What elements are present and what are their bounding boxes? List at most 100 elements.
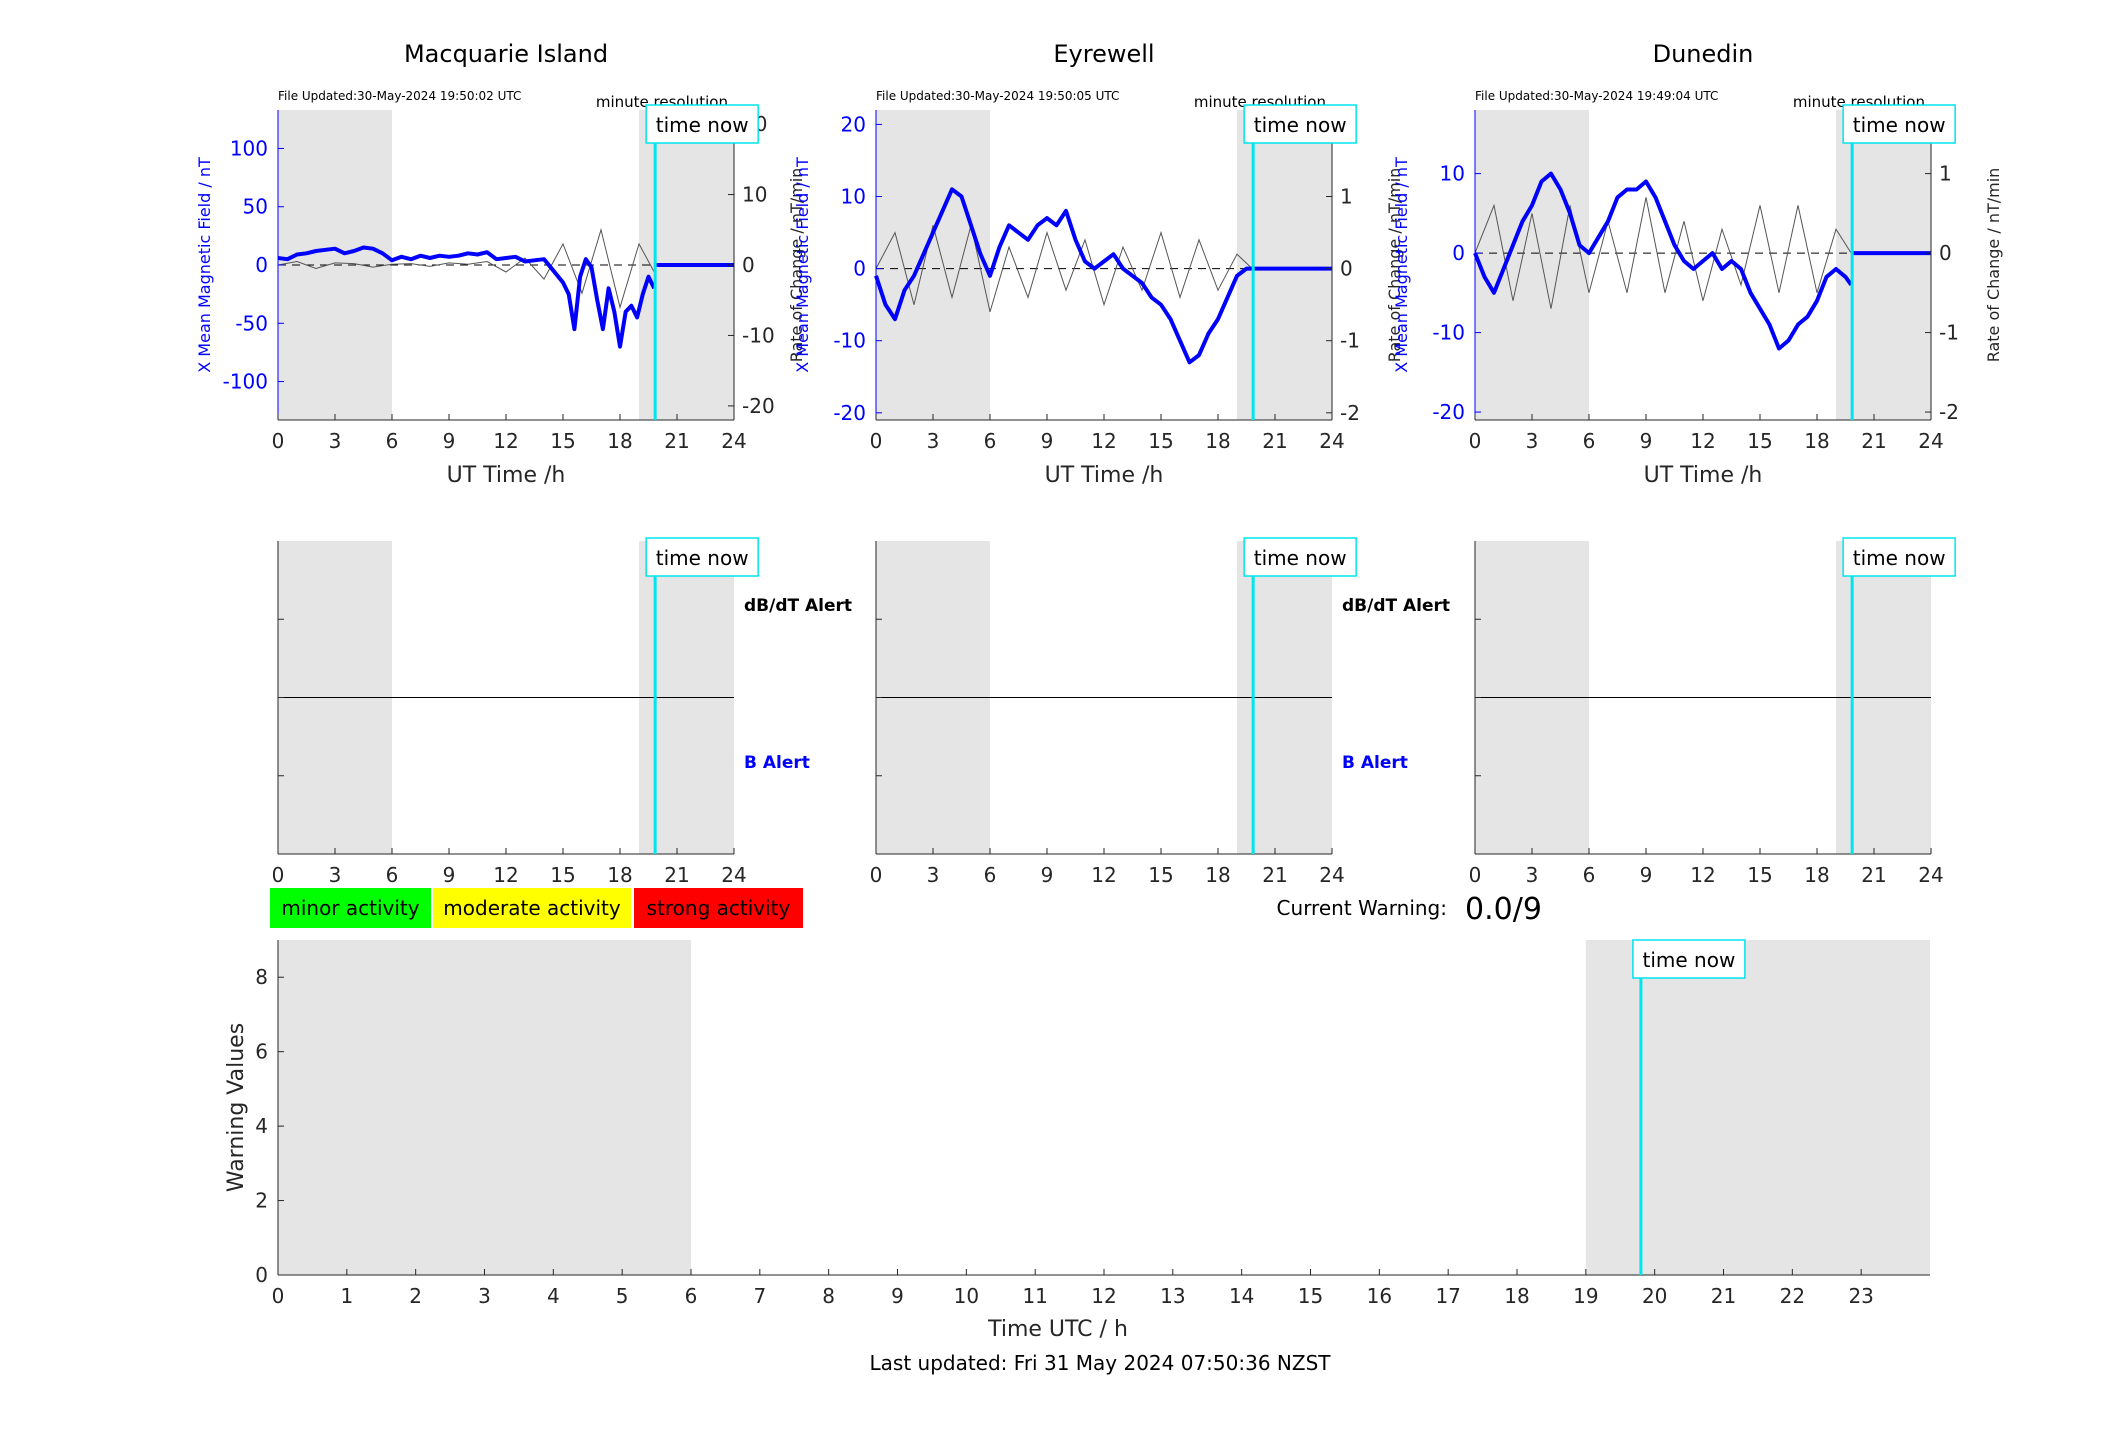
y-axis-title: Warning Values <box>224 1023 249 1192</box>
y-left-axis-title: X Mean Magnetic Field / nT <box>1392 157 1411 373</box>
x-tick-label: 3 <box>1526 863 1539 887</box>
x-tick-label: 23 <box>1848 1284 1873 1308</box>
x-tick-label: 12 <box>493 863 518 887</box>
y-right-tick-label: 1 <box>1340 185 1353 209</box>
y-tick-label: 0 <box>255 1263 268 1287</box>
y-left-tick-label: -20 <box>833 401 866 425</box>
y-right-axis-title: Rate of Change / nT/min <box>1984 168 2003 363</box>
x-tick-label: 21 <box>1262 863 1287 887</box>
x-tick-label: 9 <box>1640 863 1653 887</box>
station-title: Macquarie Island <box>404 40 608 68</box>
x-tick-label: 0 <box>272 1284 285 1308</box>
shaded-region <box>278 940 691 1275</box>
x-tick-label: 16 <box>1367 1284 1392 1308</box>
x-tick-label: 24 <box>721 429 746 453</box>
station-title: Eyrewell <box>1053 40 1154 68</box>
station-title: Dunedin <box>1653 40 1754 68</box>
dbdt-alert-label: dB/dT Alert <box>744 596 852 616</box>
dbdt-alert-label: dB/dT Alert <box>1342 596 1450 616</box>
x-tick-label: 12 <box>1091 429 1116 453</box>
time-now-label: time now <box>656 546 749 570</box>
x-tick-label: 6 <box>1583 429 1596 453</box>
y-left-tick-label: 10 <box>841 185 866 209</box>
x-tick-label: 20 <box>1642 1284 1667 1308</box>
rate-of-change-line <box>875 225 1253 313</box>
x-tick-label: 4 <box>547 1284 560 1308</box>
x-tick-label: 12 <box>493 429 518 453</box>
y-right-tick-label: -20 <box>742 394 775 418</box>
y-right-tick-label: -2 <box>1939 400 1959 424</box>
file-updated: File Updated:30-May-2024 19:50:02 UTC <box>278 89 521 103</box>
y-left-tick-label: 0 <box>1452 241 1465 265</box>
current-warning-value: 0.0/9 <box>1465 892 1542 927</box>
x-tick-label: 0 <box>272 863 285 887</box>
y-left-tick-label: -100 <box>223 370 268 394</box>
x-tick-label: 10 <box>954 1284 979 1308</box>
rate-of-change-line <box>1474 197 1852 309</box>
last-updated: Last updated: Fri 31 May 2024 07:50:36 N… <box>870 1351 1332 1375</box>
x-tick-label: 17 <box>1435 1284 1460 1308</box>
time-now-box <box>645 537 759 577</box>
time-now-label: time now <box>1853 113 1946 137</box>
b-alert-label: B Alert <box>1342 753 1408 773</box>
y-left-tick-label: 0 <box>853 257 866 281</box>
y-right-tick-label: 0 <box>742 253 755 277</box>
x-tick-label: 7 <box>753 1284 766 1308</box>
shaded-region <box>1585 940 1930 1275</box>
time-now-box <box>1243 537 1357 577</box>
x-tick-label: 12 <box>1690 863 1715 887</box>
x-tick-label: 18 <box>607 429 632 453</box>
x-tick-label: 0 <box>272 429 285 453</box>
x-tick-label: 15 <box>1148 863 1173 887</box>
x-tick-label: 3 <box>927 429 940 453</box>
x-tick-label: 11 <box>1022 1284 1047 1308</box>
x-axis-title: Time UTC / h <box>987 1317 1128 1342</box>
legend-label: minor activity <box>281 896 419 920</box>
legend-label: strong activity <box>647 896 791 920</box>
x-tick-label: 6 <box>984 863 997 887</box>
y-right-tick-label: 1 <box>1939 162 1952 186</box>
x-tick-label: 15 <box>1747 429 1772 453</box>
shaded-region <box>1836 110 1931 420</box>
x-tick-label: 18 <box>1504 1284 1529 1308</box>
y-right-tick-label: 0 <box>1939 241 1952 265</box>
file-updated: File Updated:30-May-2024 19:50:05 UTC <box>876 89 1119 103</box>
shaded-region <box>876 110 990 420</box>
x-tick-label: 15 <box>1148 429 1173 453</box>
x-tick-label: 18 <box>607 863 632 887</box>
current-warning-label: Current Warning: <box>1277 896 1447 920</box>
x-tick-label: 3 <box>927 863 940 887</box>
y-left-axis-title: X Mean Magnetic Field / nT <box>195 157 214 373</box>
y-right-tick-label: 0 <box>1340 257 1353 281</box>
b-alert-label: B Alert <box>744 753 810 773</box>
x-tick-label: 5 <box>616 1284 629 1308</box>
x-tick-label: 9 <box>1640 429 1653 453</box>
y-left-tick-label: 0 <box>255 253 268 277</box>
x-tick-label: 24 <box>1319 429 1344 453</box>
mean-field-line <box>874 187 1253 365</box>
y-left-tick-label: -10 <box>833 329 866 353</box>
x-tick-label: 22 <box>1780 1284 1805 1308</box>
x-tick-label: 24 <box>1918 429 1943 453</box>
x-axis-title: UT Time /h <box>1644 463 1763 488</box>
mean-field-line <box>277 245 656 349</box>
x-tick-label: 19 <box>1573 1284 1598 1308</box>
x-tick-label: 12 <box>1690 429 1715 453</box>
y-left-tick-label: 50 <box>243 195 268 219</box>
y-left-tick-label: 10 <box>1440 162 1465 186</box>
x-axis-title: UT Time /h <box>1045 463 1164 488</box>
x-tick-label: 6 <box>1583 863 1596 887</box>
mean-field-line <box>1473 171 1853 351</box>
y-left-tick-label: -10 <box>1432 321 1465 345</box>
time-now-label: time now <box>656 113 749 137</box>
x-tick-label: 12 <box>1091 1284 1116 1308</box>
time-now-box <box>645 104 759 144</box>
x-tick-label: 0 <box>870 863 883 887</box>
x-tick-label: 6 <box>386 863 399 887</box>
x-tick-label: 15 <box>550 429 575 453</box>
y-left-tick-label: 20 <box>841 112 866 136</box>
x-tick-label: 14 <box>1229 1284 1254 1308</box>
x-tick-label: 6 <box>984 429 997 453</box>
x-tick-label: 12 <box>1091 863 1116 887</box>
x-tick-label: 0 <box>870 429 883 453</box>
